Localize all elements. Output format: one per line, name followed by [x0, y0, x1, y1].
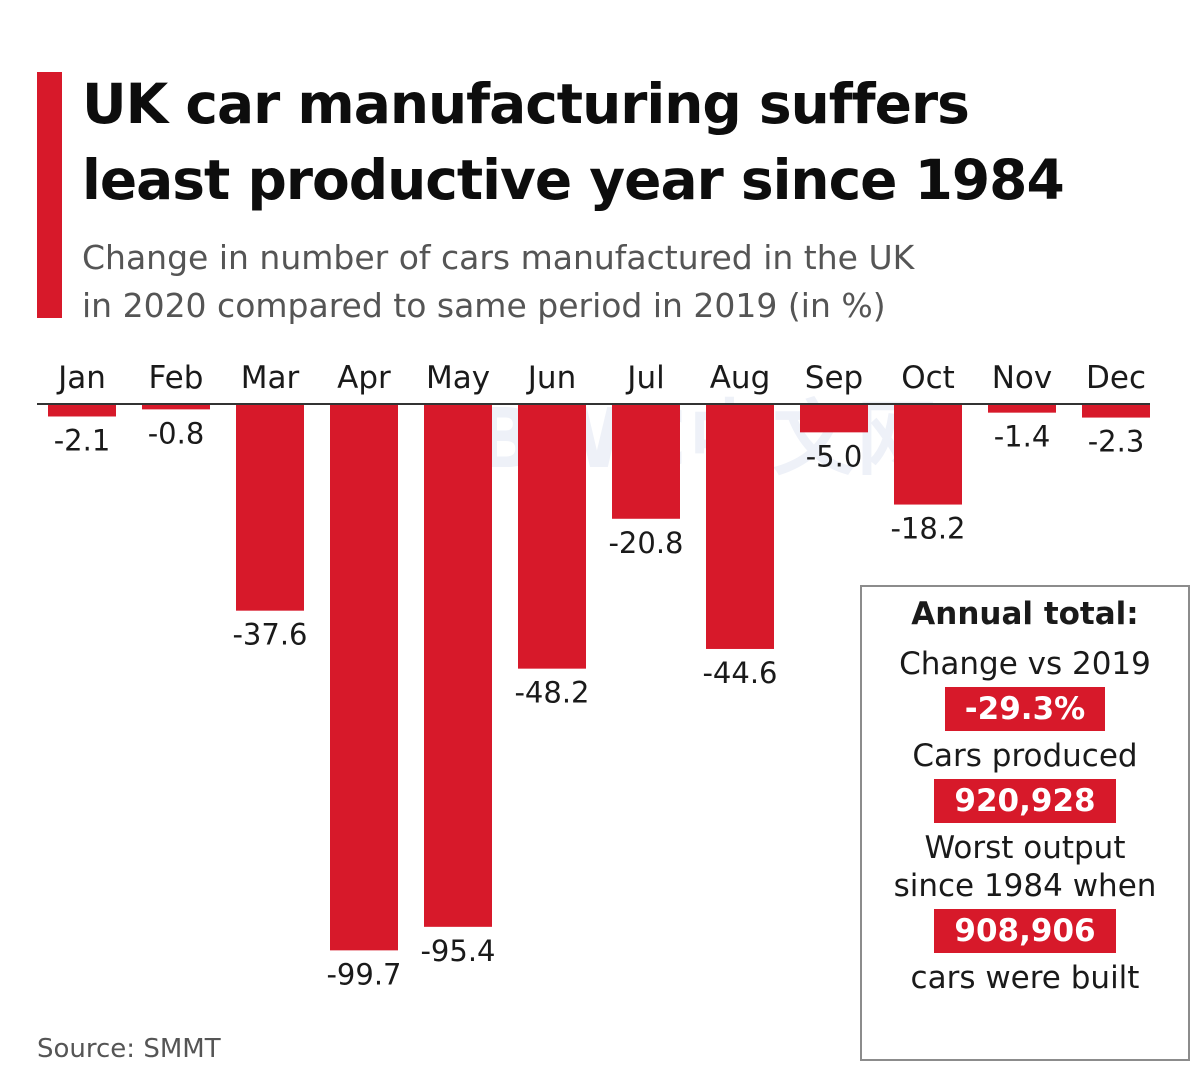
- annual-total-heading: Annual total:: [911, 596, 1139, 632]
- worst-label-line-3: cars were built: [910, 960, 1140, 996]
- bar-apr: [330, 405, 398, 951]
- bar-dec: [1082, 405, 1150, 418]
- data-labels: -2.1 -0.8 -37.6 -99.7 -95.4 -48.2 -20.8 -44.6 -5…: [54, 416, 1145, 991]
- month-label-feb: Feb: [149, 360, 204, 396]
- month-label-mar: Mar: [241, 360, 300, 396]
- bar-mar: [236, 405, 304, 611]
- value-label-aug: -44.6: [702, 656, 777, 690]
- chart-title: UK car manufacturing suffers least produ…: [82, 72, 1065, 212]
- worst-label-line-1: Worst output: [924, 830, 1126, 866]
- month-label-jan: Jan: [56, 360, 106, 396]
- produced-label: Cars produced: [912, 738, 1138, 774]
- month-label-jul: Jul: [625, 360, 664, 396]
- bar-nov: [988, 405, 1056, 413]
- value-label-jan: -2.1: [54, 423, 111, 457]
- value-label-oct: -18.2: [890, 512, 965, 546]
- bar-series: [48, 405, 1150, 951]
- value-label-feb: -0.8: [148, 416, 205, 450]
- worst-value-badge: 908,906: [934, 909, 1116, 953]
- bar-chart: Jan Feb Mar Apr May Jun Jul Aug Sep Oct Nov Dec -2.…: [37, 360, 1150, 991]
- value-label-may: -95.4: [420, 934, 495, 968]
- category-axis: Jan Feb Mar Apr May Jun Jul Aug Sep Oct Nov Dec: [56, 360, 1146, 396]
- bar-oct: [894, 405, 962, 505]
- bar-feb: [142, 405, 210, 410]
- change-label: Change vs 2019: [899, 646, 1151, 682]
- title-accent-bar: [37, 72, 62, 318]
- bar-jan: [48, 405, 116, 417]
- bar-aug: [706, 405, 774, 649]
- worst-label-line-2: since 1984 when: [893, 868, 1157, 904]
- value-label-apr: -99.7: [326, 957, 401, 991]
- month-label-oct: Oct: [901, 360, 955, 396]
- month-label-sep: Sep: [805, 360, 863, 396]
- bar-sep: [800, 405, 868, 433]
- annual-total-box: Annual total: Change vs 2019 -29.3% Cars…: [860, 585, 1190, 1061]
- value-label-nov: -1.4: [994, 420, 1051, 454]
- produced-value-badge: 920,928: [934, 779, 1116, 823]
- value-label-jun: -48.2: [514, 676, 589, 710]
- value-label-jul: -20.8: [608, 526, 683, 560]
- bar-jun: [518, 405, 586, 669]
- month-label-may: May: [426, 360, 490, 396]
- change-value-badge: -29.3%: [944, 687, 1106, 731]
- month-label-jun: Jun: [526, 360, 576, 396]
- month-label-aug: Aug: [710, 360, 771, 396]
- month-label-nov: Nov: [992, 360, 1053, 396]
- month-label-dec: Dec: [1086, 360, 1146, 396]
- bar-may: [424, 405, 492, 927]
- value-label-sep: -5.0: [806, 439, 863, 473]
- month-label-apr: Apr: [337, 360, 391, 396]
- bar-jul: [612, 405, 680, 519]
- source-note: Source: SMMT: [37, 1034, 221, 1064]
- value-label-dec: -2.3: [1088, 425, 1145, 459]
- value-label-mar: -37.6: [232, 618, 307, 652]
- chart-subtitle: Change in number of cars manufactured in…: [82, 238, 915, 325]
